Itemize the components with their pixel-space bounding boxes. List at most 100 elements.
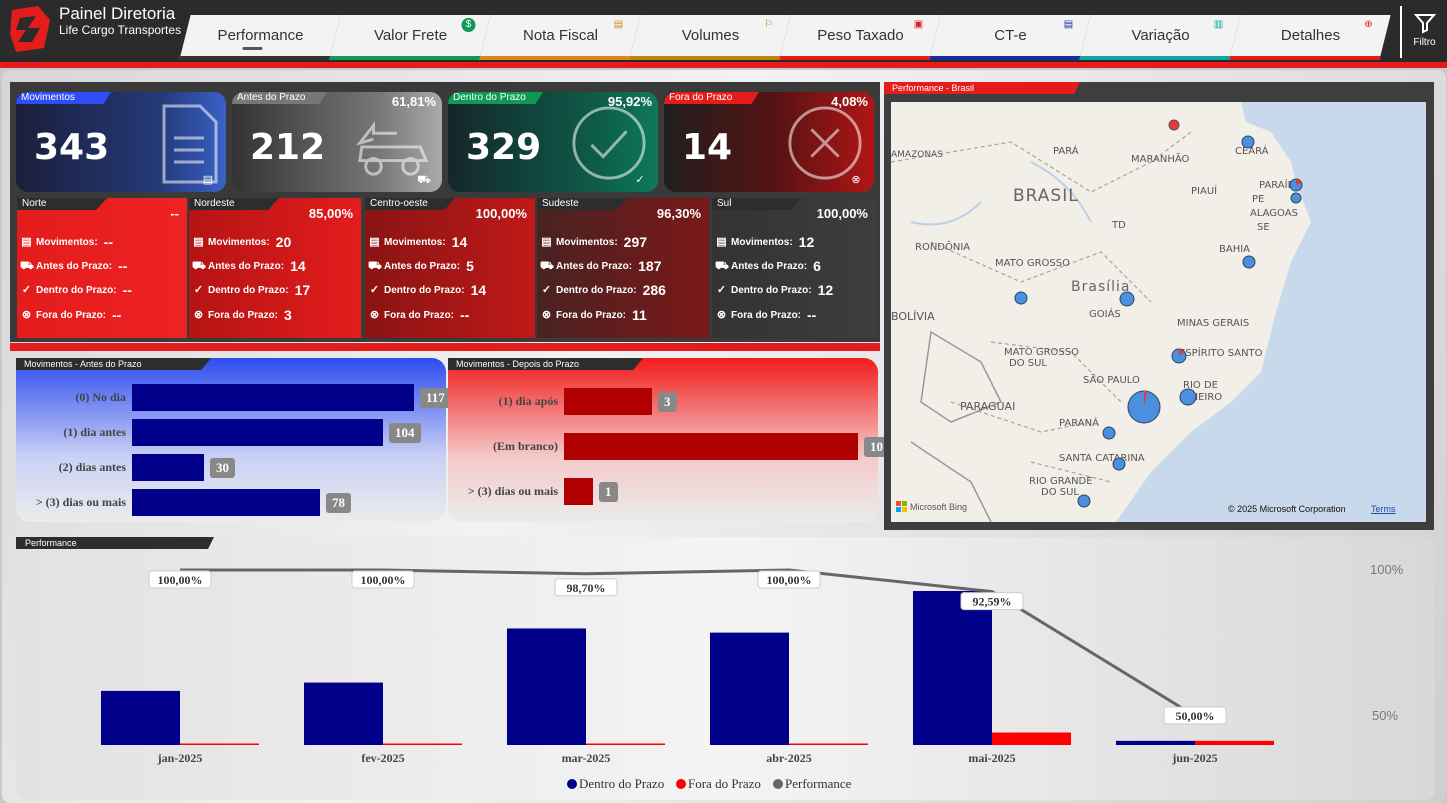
bar-row[interactable]: (Em branco) 10 [448,433,889,460]
tab-peso-taxado[interactable]: Peso Taxado ▣ [779,15,941,60]
map-place-label: CEARÁ [1235,146,1269,157]
bar-dentro-do-prazo[interactable] [1116,740,1195,745]
map-marker[interactable] [1119,291,1135,307]
region-card-sudeste[interactable]: Sudeste 96,30% ▤ Movimentos: 297 ⛟ Antes do Pr… [537,198,709,338]
document-icon: ▤ [613,19,624,30]
bar[interactable] [132,419,383,446]
bar-category-label: (1) dia antes [63,425,126,439]
bar-dentro-do-prazo[interactable] [507,628,586,745]
document-icon: ▤ [369,235,380,248]
map-marker[interactable] [1112,457,1126,471]
filter-button[interactable]: Filtro [1400,6,1447,58]
tab-ct-e[interactable]: CT-e ▤ [929,15,1091,60]
bar-row[interactable]: > (3) dias ou mais 1 [448,478,618,505]
tab-valor-frete[interactable]: Valor Frete $ [329,15,491,60]
bar[interactable] [132,384,414,411]
region-card-norte[interactable]: Norte -- ▤ Movimentos: -- ⛟ Antes do Prazo: -- ✓… [17,198,187,338]
brazil-map[interactable]: AMAZONAS PARÁ MARANHÃO CEARÁ PIAUÍ BRASIL TD PA… [891,102,1426,522]
region-row-mov: ▤ Movimentos: 20 [192,234,291,250]
tab-varia-o[interactable]: Variação ▥ [1079,15,1241,60]
bar-row[interactable]: > (3) dias ou mais 78 [16,489,351,516]
map-place-label: AMAZONAS [891,150,943,160]
bar[interactable] [564,433,858,460]
map-marker[interactable] [1168,119,1180,131]
tab-detalhes[interactable]: Detalhes ⊕ [1229,15,1391,60]
map-terms-link[interactable]: Terms [1371,504,1396,514]
region-card-sul[interactable]: Sul 100,00% ▤ Movimentos: 12 ⛟ Antes do Prazo:… [712,198,876,338]
map-place-label: PARAGUAI [960,400,1016,413]
region-row-antes: ⛟ Antes do Prazo: 6 [715,258,821,274]
bar-dentro-do-prazo[interactable] [913,591,992,745]
map-marker[interactable] [1077,494,1091,508]
map-marker[interactable] [1241,135,1255,149]
tab-label: Performance [217,27,304,44]
bar-fora-do-prazo[interactable] [789,743,868,746]
bar-row[interactable]: (1) dia antes 104 [16,419,421,446]
region-row-fora: ⊗ Fora do Prazo: -- [368,307,469,323]
bar-fora-do-prazo[interactable] [180,743,259,746]
region-row-value: 14 [470,282,487,298]
region-row-mov: ▤ Movimentos: 12 [715,234,814,250]
region-row-value: -- [112,307,122,323]
region-row-value: 187 [638,258,662,274]
bar[interactable] [564,388,652,415]
bar-fora-do-prazo[interactable] [1195,740,1274,745]
kpi-value: 329 [466,127,542,168]
region-percent: -- [170,206,179,221]
performance-data-label: 100,00% [361,573,406,587]
document-icon: ▤ [541,235,552,248]
tab-performance[interactable]: Performance [179,15,341,60]
file-icon: ▤ [1063,19,1074,30]
map-place-label: JANEIRO [1181,392,1223,403]
region-row-value: 20 [275,234,292,250]
bar-dentro-do-prazo[interactable] [710,632,789,745]
bar[interactable] [132,489,320,516]
active-tab-indicator [242,47,263,50]
document-icon: ▤ [21,235,32,248]
truck-small-icon: ⛟ [417,174,431,186]
region-percent: 85,00% [308,206,353,221]
kpi-card-antes-do-prazo[interactable]: Antes do Prazo 61,81% 212 ⛟ [232,92,442,192]
kpi-card-fora-do-prazo[interactable]: Fora do Prazo 4,08% 14 ⊗ [664,92,874,192]
bar-category-label: (0) No dia [75,390,126,404]
bar-fora-do-prazo[interactable] [992,732,1071,745]
check-small-icon: ✓ [635,174,645,186]
x-circle-icon: ⊗ [369,308,380,321]
header-accent-line [0,62,1447,68]
performance-label-bg [960,592,1024,611]
region-card-centro-oeste[interactable]: Centro-oeste 100,00% ▤ Movimentos: 14 ⛟ Antes … [365,198,535,338]
map-marker[interactable] [1014,291,1028,305]
region-row-antes: ⛟ Antes do Prazo: 187 [540,258,661,274]
bar-dentro-do-prazo[interactable] [304,682,383,745]
region-card-nordeste[interactable]: Nordeste 85,00% ▤ Movimentos: 20 ⛟ Antes do Pr… [189,198,361,338]
tab-volumes[interactable]: Volumes ⚐ [629,15,791,60]
legend-label: Fora do Prazo [688,776,761,791]
x-circle-icon: ⊗ [541,308,552,321]
performance-label-bg [148,570,212,589]
bar-fora-do-prazo[interactable] [383,743,462,746]
bar-row[interactable]: (1) dia após 3 [448,388,677,415]
map-marker[interactable] [1242,255,1256,269]
bing-label: Microsoft Bing [910,501,968,512]
bar-row[interactable]: (2) dias antes 30 [16,454,235,481]
bar-row[interactable]: (0) No dia 117 [16,384,451,411]
bar-fora-do-prazo[interactable] [586,743,665,746]
kpi-card-dentro-do-prazo[interactable]: Dentro do Prazo 95,92% 329 ✓ [448,92,658,192]
map-copyright: © 2025 Microsoft Corporation [1228,504,1346,514]
region-row-value: 11 [632,307,647,323]
tab-nota-fiscal[interactable]: Nota Fiscal ▤ [479,15,641,60]
region-row-value: 297 [623,234,648,250]
map-marker[interactable] [1290,192,1302,204]
performance-label-bg [1163,706,1227,725]
kpi-tag: Antes do Prazo [232,92,327,104]
performance-data-label: 50,00% [1176,709,1215,723]
map-marker[interactable] [1102,426,1116,440]
map-place-label: Brasília [1071,279,1131,295]
tab-label: CT-e [994,27,1027,44]
bar[interactable] [132,454,204,481]
region-row-value: 12 [817,282,834,298]
kpi-card-movimentos[interactable]: Movimentos 343 ▤ [16,92,226,192]
map-marker[interactable] [1179,388,1197,406]
bar[interactable] [564,478,593,505]
bar-dentro-do-prazo[interactable] [101,690,180,745]
